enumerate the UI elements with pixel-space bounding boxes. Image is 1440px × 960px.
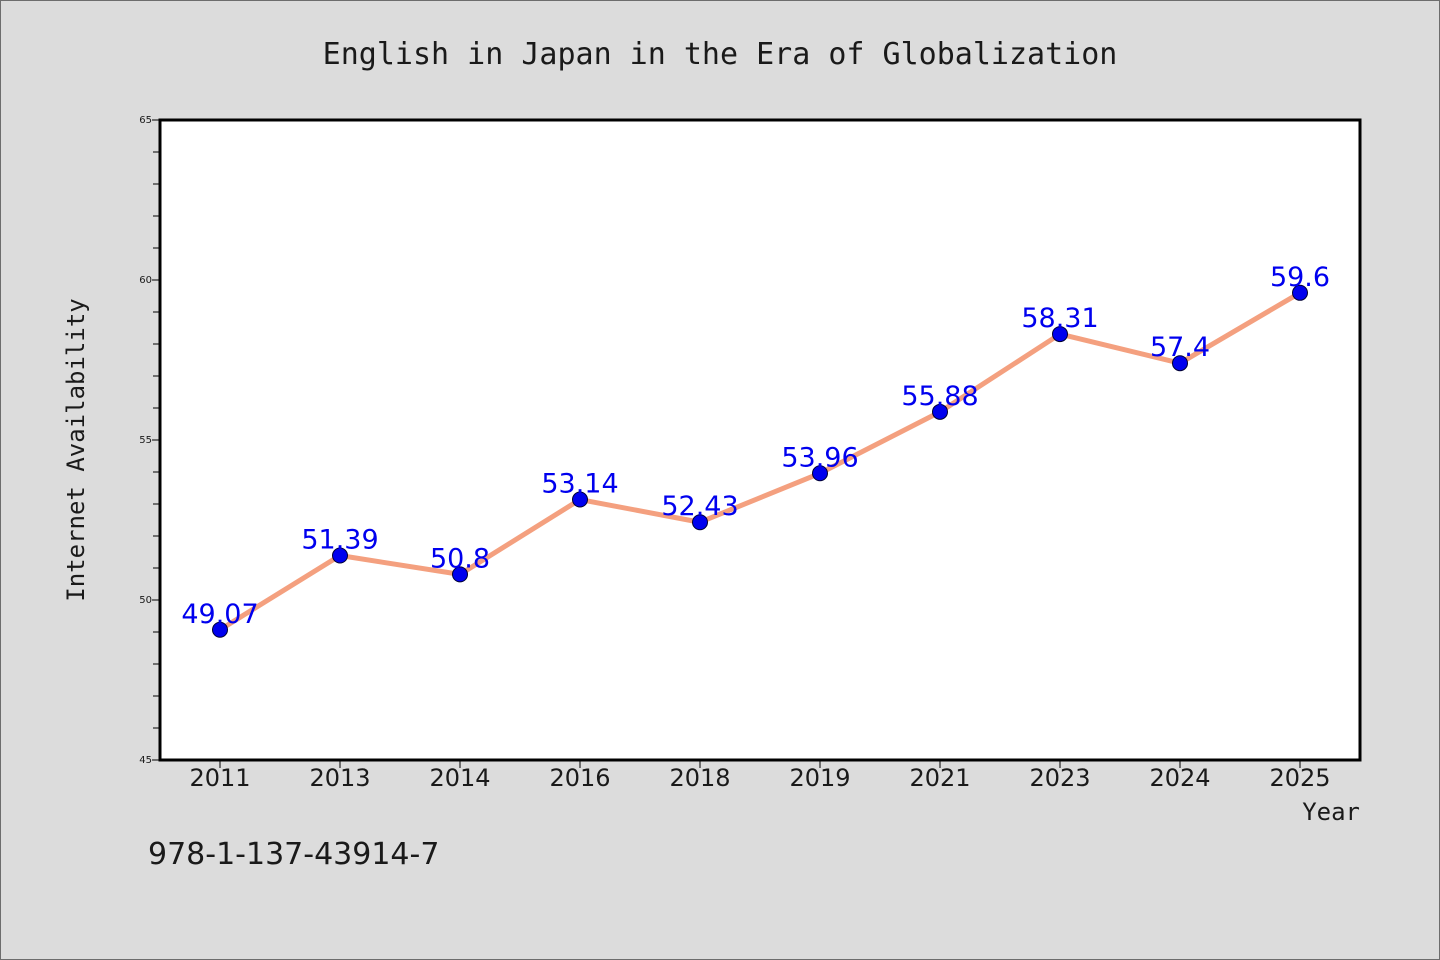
y-tick-label: 45 [139, 755, 152, 766]
x-tick-label: 2019 [789, 764, 850, 792]
data-point [812, 465, 828, 482]
data-label: 55.88 [901, 381, 978, 412]
data-point [692, 514, 708, 531]
x-tick-label: 2014 [429, 764, 490, 792]
data-label: 49.07 [181, 599, 258, 630]
data-label: 53.96 [781, 442, 858, 473]
y-axis-label: Internet Availability [62, 298, 90, 601]
data-label: 51.39 [301, 525, 378, 556]
series-line [217, 290, 1303, 633]
chart-title: English in Japan in the Era of Globaliza… [323, 37, 1118, 72]
data-point [1172, 355, 1188, 372]
x-axis-label: Year [1302, 798, 1360, 826]
x-tick-label: 2013 [309, 764, 370, 792]
x-tick-label: 2023 [1029, 764, 1090, 792]
y-axis: 45 50 55 60 65 [139, 115, 160, 766]
data-label: 58.31 [1021, 303, 1098, 334]
x-tick-label: 2021 [909, 764, 970, 792]
x-tick-label: 2024 [1149, 764, 1210, 792]
data-label: 50.8 [430, 543, 490, 574]
series-layer: 49.07 51.39 50.8 53.14 52.43 53.96 55.88 58.31 5… [181, 262, 1330, 638]
x-tick-label: 2025 [1269, 764, 1330, 792]
plot-area [158, 118, 1362, 762]
y-tick-label: 50 [139, 595, 152, 606]
y-tick-label: 55 [139, 435, 152, 446]
footer-code: 978-1-137-43914-7 [148, 837, 439, 872]
data-point [1292, 284, 1308, 301]
x-axis: 2011 2013 2014 2016 2018 2019 2021 2023 2024 2025 [189, 760, 1331, 792]
data-label: 52.43 [661, 491, 738, 522]
data-point [332, 547, 348, 564]
data-point [572, 491, 588, 508]
x-tick-label: 2018 [669, 764, 730, 792]
data-label: 53.14 [541, 469, 618, 500]
data-point [212, 621, 228, 638]
x-tick-label: 2016 [549, 764, 610, 792]
data-point [1052, 326, 1068, 343]
data-point [932, 403, 948, 420]
data-point [452, 566, 468, 583]
x-tick-label: 2011 [189, 764, 250, 792]
y-tick-label: 60 [139, 275, 152, 286]
data-label: 57.4 [1150, 332, 1210, 363]
y-tick-label: 65 [139, 115, 152, 126]
data-label: 59.6 [1270, 262, 1330, 293]
